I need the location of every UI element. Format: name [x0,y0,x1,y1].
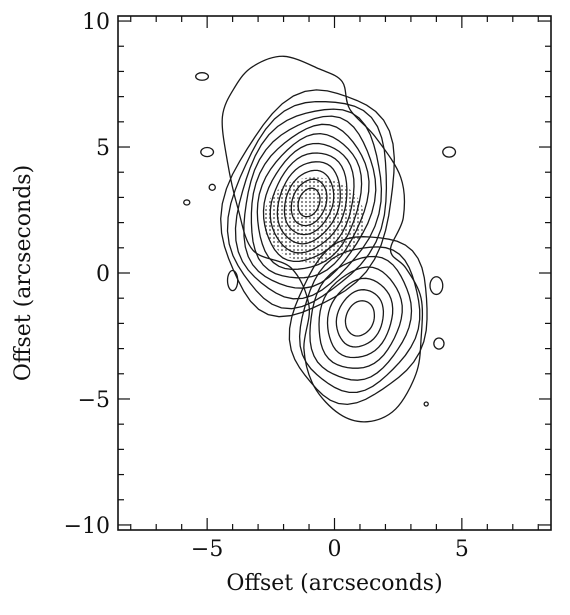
contour-level-2-7 [344,300,376,337]
x-tick-label: 5 [455,537,469,562]
contour-island [423,401,429,407]
contour-island [442,146,457,158]
contour-level-1-11 [290,178,328,227]
axis-ticks [118,16,551,530]
x-axis-title: Offset (arcseconds) [226,571,442,596]
contour-level-1-9 [276,161,341,245]
y-tick-label: 10 [82,10,110,35]
contour-level-1-5 [250,123,370,279]
contour-island [429,276,444,296]
contour-level-1-12 [297,187,321,218]
contour-level-2-1 [288,236,428,406]
contour-level-2-6 [335,289,385,348]
x-tick-label: −5 [191,537,223,562]
y-axis-title: Offset (arcseconds) [11,165,36,381]
contour-island [195,72,210,81]
outer-contour [221,55,424,423]
contour-level-1-3 [234,108,383,300]
contour-level-1-8 [269,152,348,254]
y-tick-label: −5 [78,388,110,413]
contour-level-2-3 [309,255,413,381]
tick-labels: −5 0 5 −10 −5 0 5 10 [64,10,469,562]
contour-level-2-4 [318,266,403,369]
contour-island [200,146,215,158]
contour-level-1-6 [256,132,363,271]
y-tick-label: 5 [96,136,110,161]
contour-level-1-7 [262,142,355,263]
contour-level-2-2 [298,246,421,394]
contour-island [226,269,239,292]
x-tick-label: 0 [328,537,342,562]
contour-island [208,183,216,192]
contour-level-1-10 [283,169,335,236]
contour-level-2-5 [326,277,394,359]
y-tick-label: −10 [64,514,110,539]
y-tick-label: 0 [96,262,110,287]
contour-island [433,337,445,350]
contour-island [183,199,191,206]
contour-level-1-2 [226,100,388,310]
plot-area [183,55,457,423]
